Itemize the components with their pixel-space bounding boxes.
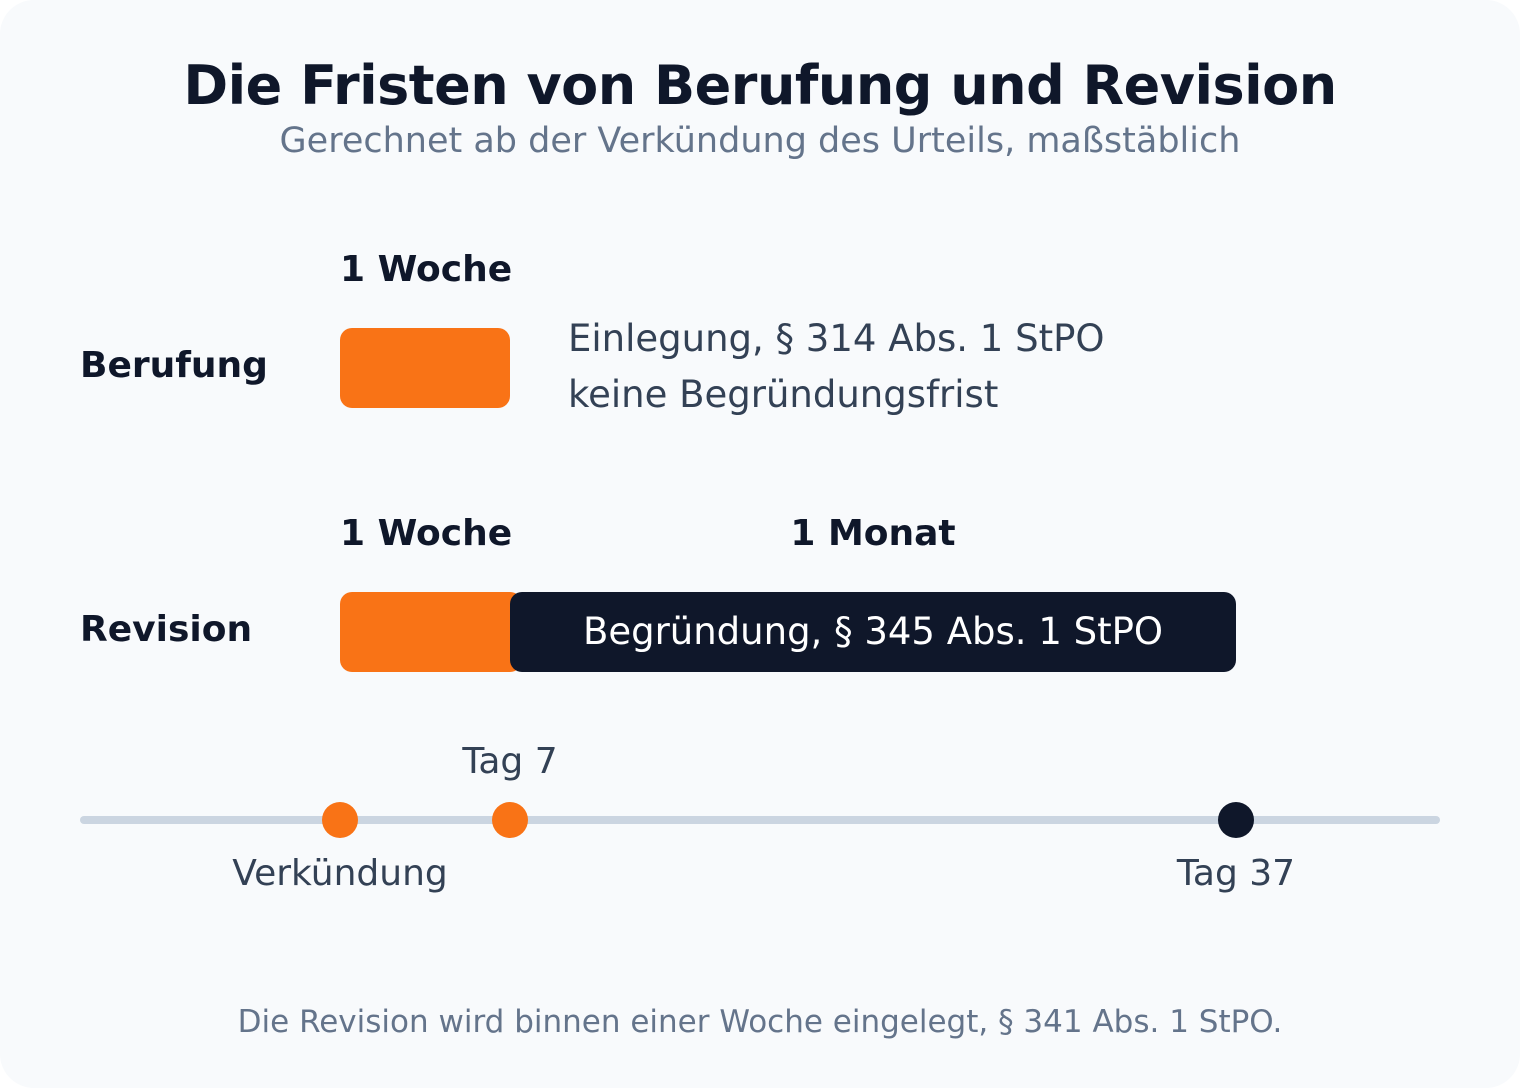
revision-duration-label-month: 1 Monat xyxy=(790,513,956,554)
berufung-einlegung-bar xyxy=(340,328,510,408)
berufung-note-einlegung: Einlegung, § 314 Abs. 1 StPO xyxy=(568,317,1105,360)
timeline-label-verkuendung: Verkündung xyxy=(232,853,448,894)
berufung-duration-label: 1 Woche xyxy=(340,249,513,290)
revision-begruendung-bar: Begründung, § 345 Abs. 1 StPO xyxy=(510,592,1236,672)
berufung-note-begruendung: keine Begründungsfrist xyxy=(568,373,999,416)
timeline-axis xyxy=(80,816,1440,824)
revision-row-label: Revision xyxy=(80,609,253,650)
footnote: Die Revision wird binnen einer Woche ein… xyxy=(237,1004,1283,1040)
timeline-marker-verkuendung xyxy=(322,802,358,838)
timeline-label-day37: Tag 37 xyxy=(1176,853,1296,894)
diagram-title: Die Fristen von Berufung und Revision xyxy=(183,54,1337,117)
timeline-marker-day37 xyxy=(1218,802,1254,838)
timeline-marker-day7 xyxy=(492,802,528,838)
revision-einlegung-bar xyxy=(340,592,522,672)
timeline-label-day7: Tag 7 xyxy=(462,741,558,782)
diagram-subtitle: Gerechnet ab der Verkündung des Urteils,… xyxy=(279,121,1241,161)
revision-duration-label-week: 1 Woche xyxy=(340,513,513,554)
berufung-row-label: Berufung xyxy=(80,345,268,386)
